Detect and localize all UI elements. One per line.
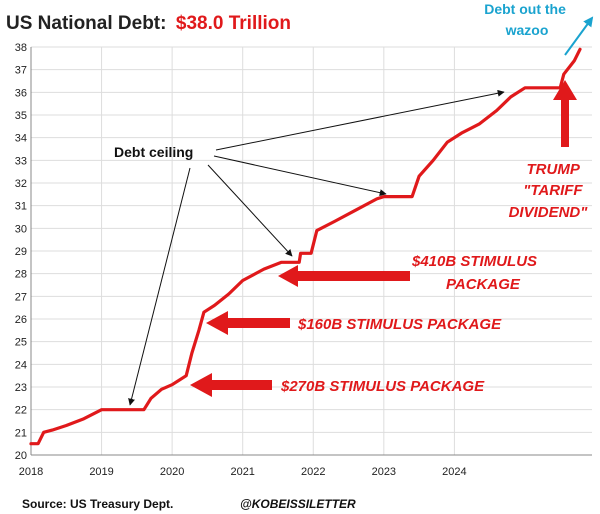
handle-label: @KOBEISSILETTER — [240, 497, 356, 511]
y-tick-label: 30 — [15, 223, 27, 235]
y-tick-label: 36 — [15, 87, 27, 99]
series-layer — [29, 47, 582, 446]
debt-wazoo-label: Debt out the wazoo — [484, 1, 570, 38]
x-tick-label: 2021 — [230, 466, 254, 478]
source-label: Source: US Treasury Dept. — [22, 497, 173, 511]
y-tick-label: 21 — [15, 427, 27, 439]
x-tick-label: 2022 — [301, 466, 325, 478]
trump-tariff-label: TRUMP "TARIFF DIVIDEND" — [509, 161, 589, 221]
arrow-410b-icon — [278, 265, 410, 287]
y-tick-label: 35 — [15, 110, 27, 122]
stimulus-arrows — [190, 80, 577, 397]
axes: 2021222324252627282930313233343536373820… — [15, 42, 592, 478]
y-tick-label: 26 — [15, 314, 27, 326]
y-tick-label: 31 — [15, 201, 27, 213]
debt-ceiling-arrow-2025 — [215, 89, 505, 151]
stimulus-160b-label: $160B STIMULUS PACKAGE — [297, 316, 502, 333]
stimulus-410b-label: $410B STIMULUS PACKAGE — [411, 253, 541, 293]
y-tick-label: 25 — [15, 337, 27, 349]
y-tick-label: 29 — [15, 246, 27, 258]
debt-ceiling-label: Debt ceiling — [114, 144, 193, 160]
wazoo-arrow-icon — [564, 16, 594, 56]
x-tick-label: 2019 — [89, 466, 113, 478]
stimulus-270b-label: $270B STIMULUS PACKAGE — [280, 378, 485, 395]
y-tick-label: 27 — [15, 291, 27, 303]
chart-title-prefix: US National Debt: — [6, 13, 166, 34]
chart-title-value: $38.0 Trillion — [176, 13, 291, 34]
x-tick-label: 2024 — [442, 466, 466, 478]
chart-title: US National Debt: $38.0 Trillion — [6, 13, 291, 34]
y-tick-label: 34 — [15, 133, 27, 145]
y-tick-label: 37 — [15, 65, 27, 77]
debt-ceiling-arrow-2021 — [207, 164, 293, 257]
y-tick-label: 23 — [15, 382, 27, 394]
arrow-270b-icon — [190, 373, 272, 397]
x-tick-label: 2018 — [19, 466, 43, 478]
y-tick-label: 28 — [15, 269, 27, 281]
x-tick-label: 2023 — [372, 466, 396, 478]
arrow-trump-icon — [553, 80, 577, 147]
y-tick-label: 32 — [15, 178, 27, 190]
arrow-160b-icon — [206, 311, 290, 335]
y-tick-label: 22 — [15, 405, 27, 417]
debt-ceiling-arrow-2023 — [213, 155, 387, 197]
debt-ceiling-arrow-2019 — [128, 167, 191, 406]
y-tick-label: 33 — [15, 155, 27, 167]
y-tick-label: 24 — [15, 359, 27, 371]
y-tick-label: 38 — [15, 42, 27, 54]
debt-ceiling-arrows — [128, 89, 505, 406]
y-tick-label: 20 — [15, 450, 27, 462]
debt-series-line — [29, 47, 582, 446]
x-tick-label: 2020 — [160, 466, 184, 478]
